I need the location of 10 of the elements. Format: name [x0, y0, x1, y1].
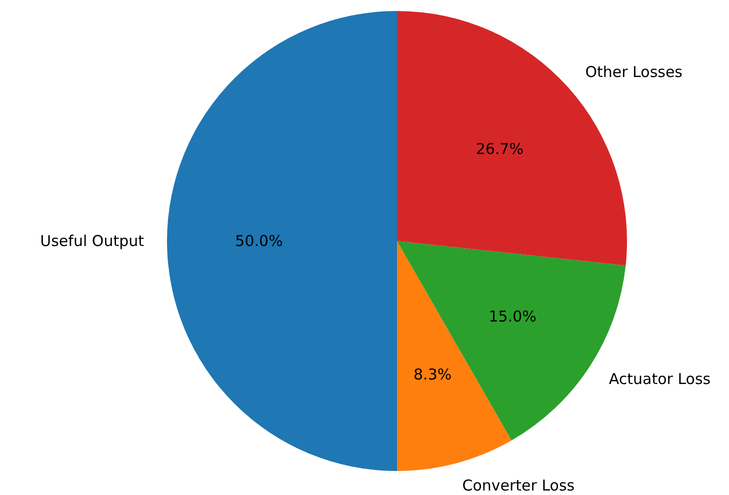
- pie-slice: [167, 11, 397, 471]
- slice-label: Other Losses: [585, 62, 683, 81]
- pie-slice: [397, 11, 627, 266]
- data-label: 26.7%: [476, 140, 524, 158]
- slice-label: Converter Loss: [462, 476, 575, 494]
- slice-label: Actuator Loss: [608, 370, 711, 388]
- data-label: 50.0%: [235, 232, 283, 250]
- slice-label: Useful Output: [40, 232, 144, 250]
- data-label: 8.3%: [414, 365, 452, 384]
- data-label: 15.0%: [488, 307, 536, 326]
